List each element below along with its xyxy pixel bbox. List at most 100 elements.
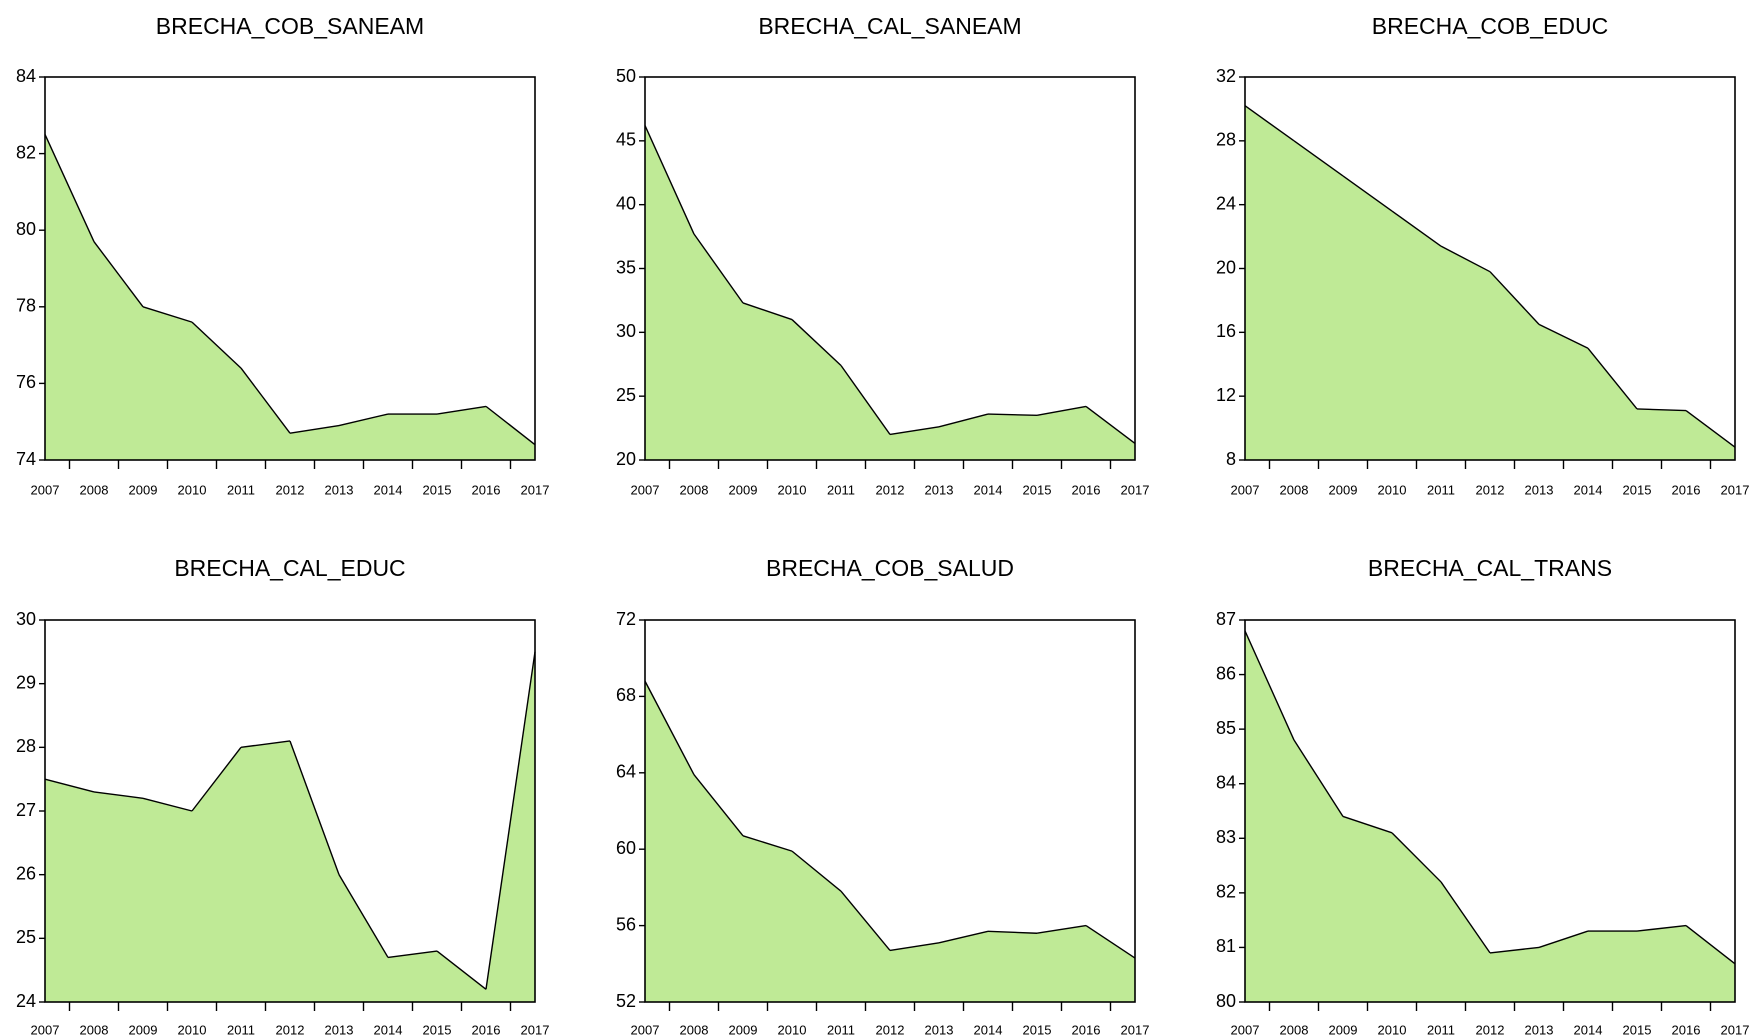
x-tick-label: 2009 [729, 1022, 758, 1036]
series-segment [987, 413, 1038, 417]
series-segment [1085, 405, 1136, 444]
x-tick-label: 2007 [631, 482, 660, 497]
y-tick-label: 45 [616, 130, 636, 150]
series-segment [1538, 930, 1589, 949]
x-tick-label: 2010 [1378, 1022, 1407, 1036]
y-tick-label: 84 [1216, 772, 1236, 792]
y-tick-label: 28 [16, 736, 36, 756]
chart-title: BRECHA_COB_SANEAM [156, 13, 424, 39]
y-tick-label: 26 [16, 863, 36, 883]
x-tick-label: 2014 [1574, 1022, 1603, 1036]
series-segment [987, 930, 1038, 934]
series-segment [791, 850, 842, 892]
area-fill [45, 134, 535, 460]
y-tick-label: 28 [1216, 130, 1236, 150]
x-tick-label: 2016 [472, 1022, 501, 1036]
series-segment [644, 125, 695, 235]
y-tick-label: 60 [616, 838, 636, 858]
x-tick-label: 2013 [1525, 1022, 1554, 1036]
series-segment [1244, 630, 1295, 741]
x-tick-label: 2011 [227, 1022, 255, 1036]
y-tick-label: 80 [1216, 991, 1236, 1011]
y-tick-label: 83 [1216, 827, 1236, 847]
x-tick-label: 2007 [31, 482, 60, 497]
series-segment [1342, 175, 1393, 212]
series-segment [142, 306, 193, 323]
x-tick-label: 2014 [974, 1022, 1003, 1036]
chart-panel: BRECHA_COB_SANEAM 74 76 78 80 82 84 2007 2008 200… [16, 13, 549, 497]
x-tick-label: 2009 [129, 1022, 158, 1036]
y-tick-label: 25 [16, 927, 36, 947]
x-tick-label: 2012 [1476, 482, 1505, 497]
x-tick-label: 2014 [974, 482, 1003, 497]
x-tick-label: 2015 [1623, 482, 1652, 497]
series-segment [938, 930, 989, 944]
series-segment [289, 740, 340, 875]
x-tick-label: 2017 [521, 482, 550, 497]
x-tick-label: 2016 [1072, 482, 1101, 497]
series-segment [1293, 739, 1344, 817]
y-tick-label: 25 [616, 385, 636, 405]
series-segment [289, 424, 340, 434]
series-segment [693, 233, 744, 304]
x-tick-label: 2015 [1023, 1022, 1052, 1036]
x-tick-label: 2009 [729, 482, 758, 497]
chart-title: BRECHA_COB_SALUD [766, 555, 1014, 581]
chart-title: BRECHA_CAL_SANEAM [758, 13, 1021, 39]
series-segment [1636, 924, 1687, 932]
series-segment [1036, 924, 1087, 934]
x-tick-label: 2007 [31, 1022, 60, 1036]
series-segment [485, 405, 536, 446]
y-tick-label: 56 [616, 914, 636, 934]
series-segment [644, 680, 695, 776]
area-fill [645, 681, 1135, 1002]
series-segment [889, 426, 940, 436]
x-tick-label: 2010 [1378, 482, 1407, 497]
x-tick-label: 2017 [1721, 1022, 1750, 1036]
x-tick-label: 2011 [1427, 1022, 1455, 1036]
y-tick-label: 80 [16, 219, 36, 239]
series-segment [436, 405, 487, 415]
plot-frame [644, 619, 1136, 1003]
x-tick-label: 2009 [129, 482, 158, 497]
series-segment [1036, 405, 1087, 417]
y-tick-label: 82 [1216, 882, 1236, 902]
x-tick-label: 2011 [827, 482, 855, 497]
series-segment [191, 321, 242, 369]
y-tick-label: 86 [1216, 663, 1236, 683]
y-tick-label: 76 [16, 372, 36, 392]
series-segment [93, 791, 144, 799]
x-tick-label: 2008 [80, 482, 109, 497]
series-segment [791, 319, 842, 367]
x-tick-label: 2014 [374, 482, 403, 497]
y-tick-label: 87 [1216, 609, 1236, 629]
x-tick-label: 2012 [276, 1022, 305, 1036]
series-segment [693, 774, 744, 837]
chart-title: BRECHA_CAL_TRANS [1368, 555, 1612, 581]
series-segment [1342, 815, 1393, 834]
x-tick-label: 2007 [1231, 1022, 1260, 1036]
x-tick-label: 2009 [1329, 482, 1358, 497]
series-segment [840, 365, 891, 435]
series-segment [1391, 832, 1442, 883]
series-segment [1440, 245, 1491, 273]
series-segment [1685, 925, 1736, 965]
series-segment [93, 241, 144, 308]
y-tick-label: 29 [16, 672, 36, 692]
x-tick-label: 2015 [423, 1022, 452, 1036]
y-tick-label: 32 [1216, 66, 1236, 86]
y-tick-label: 35 [616, 257, 636, 277]
series-segment [44, 778, 95, 793]
series-segment [938, 413, 989, 428]
chart-panel: BRECHA_CAL_EDUC 24 25 26 27 28 29 30 2007 2008 200… [16, 555, 549, 1036]
y-tick-label: 20 [1216, 257, 1236, 277]
series-segment [1538, 323, 1589, 349]
x-tick-label: 2014 [374, 1022, 403, 1036]
plot-frame [1244, 619, 1736, 1003]
x-tick-label: 2017 [1121, 1022, 1150, 1036]
x-tick-label: 2016 [1072, 1022, 1101, 1036]
x-tick-label: 2015 [423, 482, 452, 497]
x-tick-label: 2009 [1329, 1022, 1358, 1036]
series-segment [485, 651, 536, 990]
